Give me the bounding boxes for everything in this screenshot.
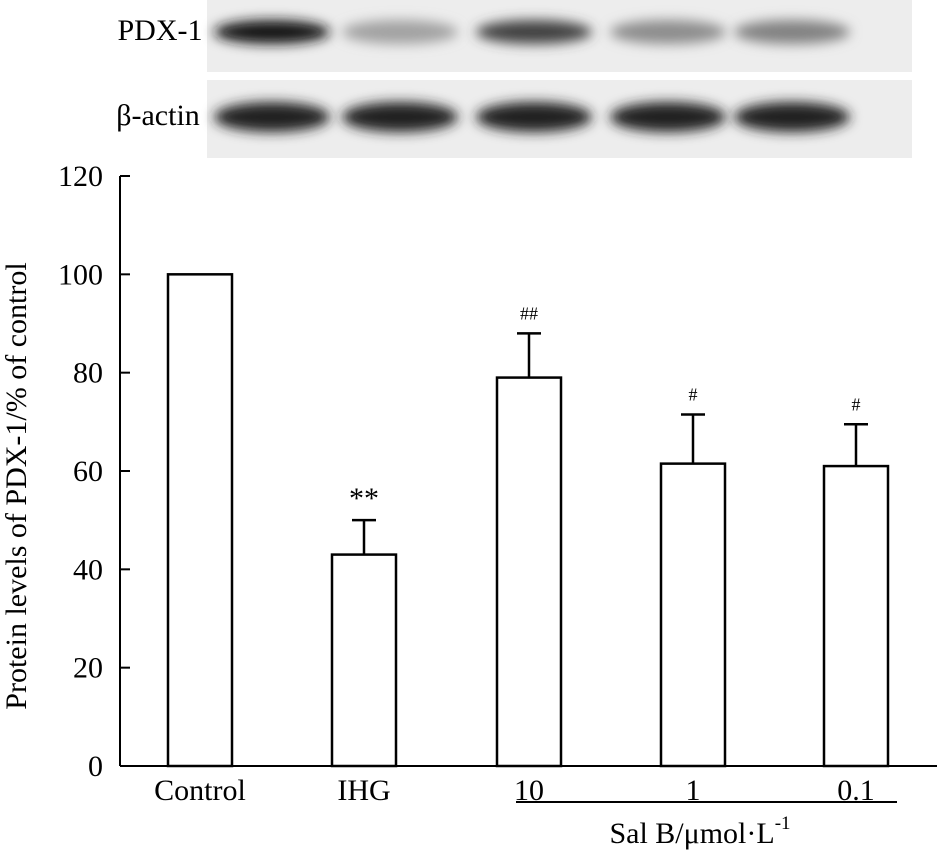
y-axis-label: Protein levels of PDX-1/% of control — [0, 262, 33, 709]
blot-label-actin: β-actin — [116, 99, 200, 132]
blot-band — [342, 102, 458, 132]
y-tick-label: 20 — [73, 652, 103, 685]
x-tick-label: 1 — [686, 774, 701, 807]
blot-band — [214, 20, 330, 44]
group-label: Sal B/μmol·L-1 — [609, 813, 790, 850]
blot-band — [610, 20, 726, 44]
blot-label-pdx1: PDX-1 — [117, 14, 202, 47]
blot-band — [734, 102, 850, 132]
significance-marker: # — [852, 394, 861, 414]
y-tick-label: 120 — [58, 160, 103, 193]
x-tick-label: IHG — [337, 774, 390, 807]
y-tick-label: 40 — [73, 553, 103, 586]
blot-band — [734, 20, 850, 44]
bar-ihg — [330, 553, 398, 768]
x-tick-label: Control — [154, 774, 246, 807]
bar-0-1 — [822, 464, 890, 768]
y-tick-label: 60 — [73, 455, 103, 488]
y-tick-label: 80 — [73, 357, 103, 390]
significance-marker: ## — [520, 303, 538, 323]
bar-1 — [659, 462, 727, 768]
blot-band — [476, 20, 592, 44]
group-label-superscript: -1 — [775, 813, 791, 834]
group-label-prefix: Sal B/μmol·L — [609, 817, 774, 850]
blot-band — [214, 102, 330, 132]
significance-marker: ** — [349, 482, 379, 515]
y-tick-label: 0 — [88, 750, 103, 783]
western-blot: PDX-1 β-actin — [116, 0, 912, 158]
blot-band — [342, 20, 458, 44]
bar-control — [166, 273, 234, 768]
blot-band — [610, 102, 726, 132]
bar-10 — [495, 376, 563, 768]
y-tick-label: 100 — [58, 258, 103, 291]
significance-marker: # — [689, 384, 698, 404]
blot-band — [476, 102, 592, 132]
